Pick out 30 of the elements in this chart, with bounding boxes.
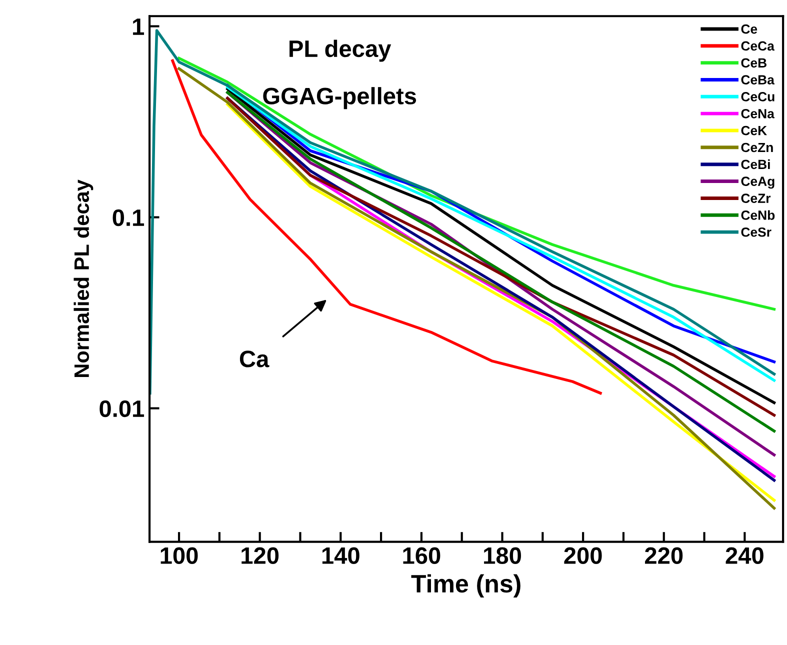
x-tick-label: 180 (484, 547, 521, 564)
x-tick-label: 160 (403, 547, 440, 564)
text: GGAG-pellets (263, 87, 416, 110)
x-tick-label: 240 (726, 547, 764, 564)
text: PL decay (290, 40, 392, 62)
legend-label: CeZr (741, 194, 771, 203)
x-axis-title: Time (ns) (411, 574, 520, 598)
legend-label: Ce (741, 24, 758, 34)
x-tick-label: 100 (160, 547, 198, 564)
y-tick-label: 0.1 (112, 209, 144, 226)
legend-label: CeCu (741, 92, 774, 102)
line-series (178, 67, 776, 510)
legend-label: CeBi (741, 159, 770, 170)
x-tick-label: 120 (242, 547, 279, 564)
annotation: Ca (240, 350, 270, 368)
y-tick-label: 1 (133, 18, 144, 35)
legend-label: CeNa (741, 108, 775, 118)
x-tick-label: 200 (564, 547, 602, 564)
x-tick-label: 140 (322, 547, 360, 564)
legend-label: CeZn (741, 142, 773, 152)
legend-label: CeBa (741, 75, 775, 84)
x-tick-label: 220 (644, 547, 683, 564)
legend-label: CeCa (741, 41, 775, 51)
legend-label: CeNb (741, 210, 775, 220)
y-axis-title: Normalied PL decay (74, 180, 94, 377)
y-tick-label: 0.01 (100, 400, 144, 418)
legend-label: CeAg (741, 176, 774, 189)
legend-label: CeB (741, 58, 766, 68)
legend-label: CeK (741, 126, 767, 136)
legend-label: CeSr (741, 227, 772, 237)
